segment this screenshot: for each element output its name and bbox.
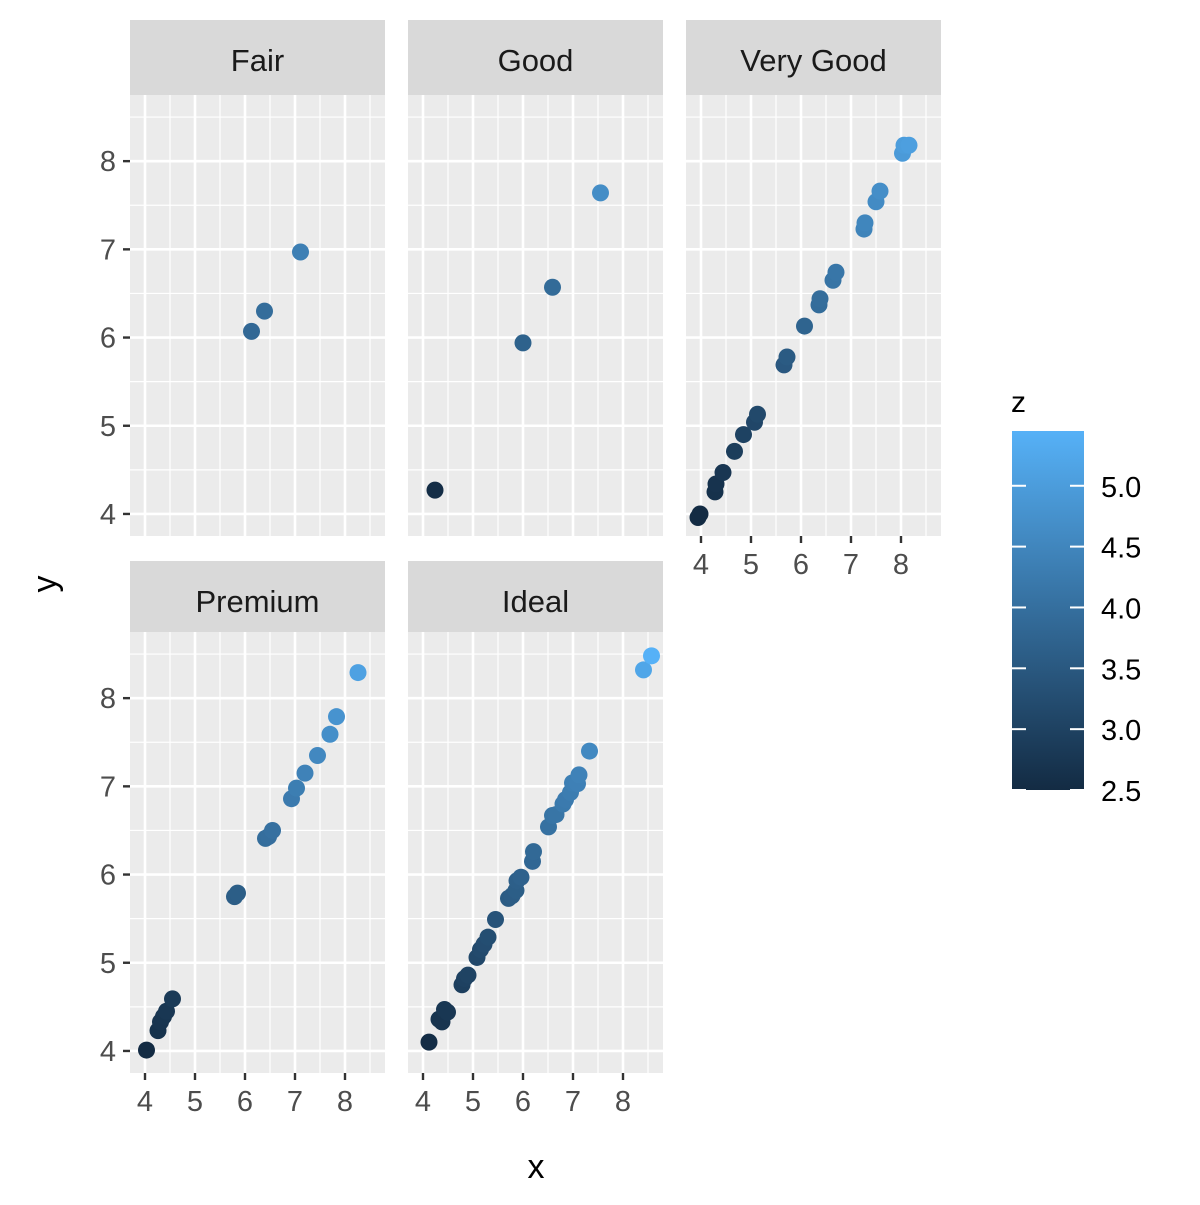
y-tick-label: 8 [100, 683, 116, 715]
facet-panel: Premium 4 5 6 7 8 4 5 6 7 8 [100, 561, 385, 1118]
x-tick-label: 8 [893, 549, 909, 581]
facet-strip [130, 20, 385, 95]
facet-panel: Good [408, 20, 663, 536]
x-axis-title: x [528, 1148, 545, 1186]
data-point [871, 182, 889, 200]
y-axis-title: y [26, 576, 64, 593]
data-point [138, 1041, 155, 1059]
data-point [900, 136, 918, 154]
data-point [581, 742, 598, 760]
data-point [243, 322, 260, 340]
x-tick-label: 7 [843, 549, 859, 581]
data-point [420, 1033, 438, 1051]
y-tick-label: 6 [100, 860, 116, 892]
color-legend: z 2.5 3.0 3.5 4.0 4.5 5.0 [1011, 386, 1141, 808]
x-tick-label: 5 [187, 1086, 203, 1118]
data-point [349, 664, 367, 682]
data-point [288, 779, 305, 797]
facet-strip [130, 561, 385, 636]
data-point [827, 263, 845, 281]
facet-panel: Fair 4 5 6 7 8 [100, 20, 385, 536]
data-point [309, 746, 326, 764]
data-point [328, 708, 345, 726]
x-tick-label: 7 [565, 1086, 581, 1118]
x-tick-label: 5 [743, 549, 759, 581]
data-point [439, 1003, 456, 1021]
data-point [487, 911, 504, 929]
x-tick-label: 7 [287, 1086, 303, 1118]
data-point [512, 868, 530, 886]
data-point [459, 966, 477, 984]
data-point [321, 725, 339, 743]
data-point [714, 463, 732, 481]
facet-strip-label: Fair [231, 43, 284, 78]
y-tick-label: 6 [100, 323, 116, 355]
data-point [592, 184, 609, 202]
facet-panel: Ideal 4 5 6 7 8 [408, 561, 663, 1118]
facet-strip [408, 20, 663, 95]
facet-strip [686, 20, 941, 95]
data-point [778, 348, 796, 366]
data-point [811, 290, 829, 308]
x-tick-label: 8 [615, 1086, 631, 1118]
y-tick-label: 4 [100, 499, 116, 531]
data-point [164, 990, 181, 1008]
panel-background [408, 95, 663, 536]
legend-colorbar [1012, 431, 1084, 790]
x-tick-label: 6 [515, 1086, 531, 1118]
data-point [544, 278, 561, 296]
facet-strip-label: Good [498, 43, 574, 78]
data-point [796, 317, 813, 335]
data-point [514, 334, 532, 352]
data-point [296, 764, 314, 782]
facet-strip-label: Very Good [740, 43, 886, 78]
data-point [643, 647, 660, 665]
facet-strip-label: Premium [195, 584, 319, 619]
legend-tick-label: 2.5 [1101, 776, 1141, 808]
x-tick-label: 4 [415, 1086, 431, 1118]
data-point [635, 661, 652, 679]
facet-panel: Very Good 4 5 6 7 8 [686, 20, 941, 581]
facet-panels: Fair 4 5 6 7 8 Good Very Good 4 5 6 7 8 Premium 4 5 6 7 8 4… [100, 20, 941, 1118]
legend-title: z [1011, 386, 1026, 419]
data-point [229, 884, 246, 902]
panel-background [686, 95, 941, 536]
data-point [525, 843, 542, 861]
data-point [479, 928, 497, 946]
y-tick-label: 7 [100, 771, 116, 803]
y-tick-label: 7 [100, 234, 116, 266]
x-tick-label: 8 [337, 1086, 353, 1118]
legend-tick-label: 3.5 [1101, 654, 1141, 686]
x-tick-label: 5 [465, 1086, 481, 1118]
data-point [570, 766, 588, 784]
data-point [264, 821, 281, 839]
legend-tick-label: 4.5 [1101, 533, 1141, 565]
legend-tick-label: 5.0 [1101, 472, 1141, 504]
data-point [256, 302, 273, 320]
x-tick-label: 6 [793, 549, 809, 581]
data-point [856, 214, 874, 232]
data-point [749, 405, 766, 423]
data-point [691, 505, 709, 523]
x-tick-label: 4 [137, 1086, 153, 1118]
data-point [426, 481, 444, 499]
facet-strip [408, 561, 663, 636]
data-point [292, 243, 309, 261]
x-tick-label: 6 [237, 1086, 253, 1118]
legend-tick-label: 4.0 [1101, 593, 1141, 625]
y-tick-label: 4 [100, 1036, 116, 1068]
data-point [735, 426, 752, 444]
legend-tick-label: 3.0 [1101, 715, 1141, 747]
facet-strip-label: Ideal [502, 584, 569, 619]
data-point [726, 442, 743, 460]
y-tick-label: 8 [100, 146, 116, 178]
y-tick-label: 5 [100, 411, 116, 443]
x-tick-label: 4 [693, 549, 709, 581]
y-tick-label: 5 [100, 948, 116, 980]
